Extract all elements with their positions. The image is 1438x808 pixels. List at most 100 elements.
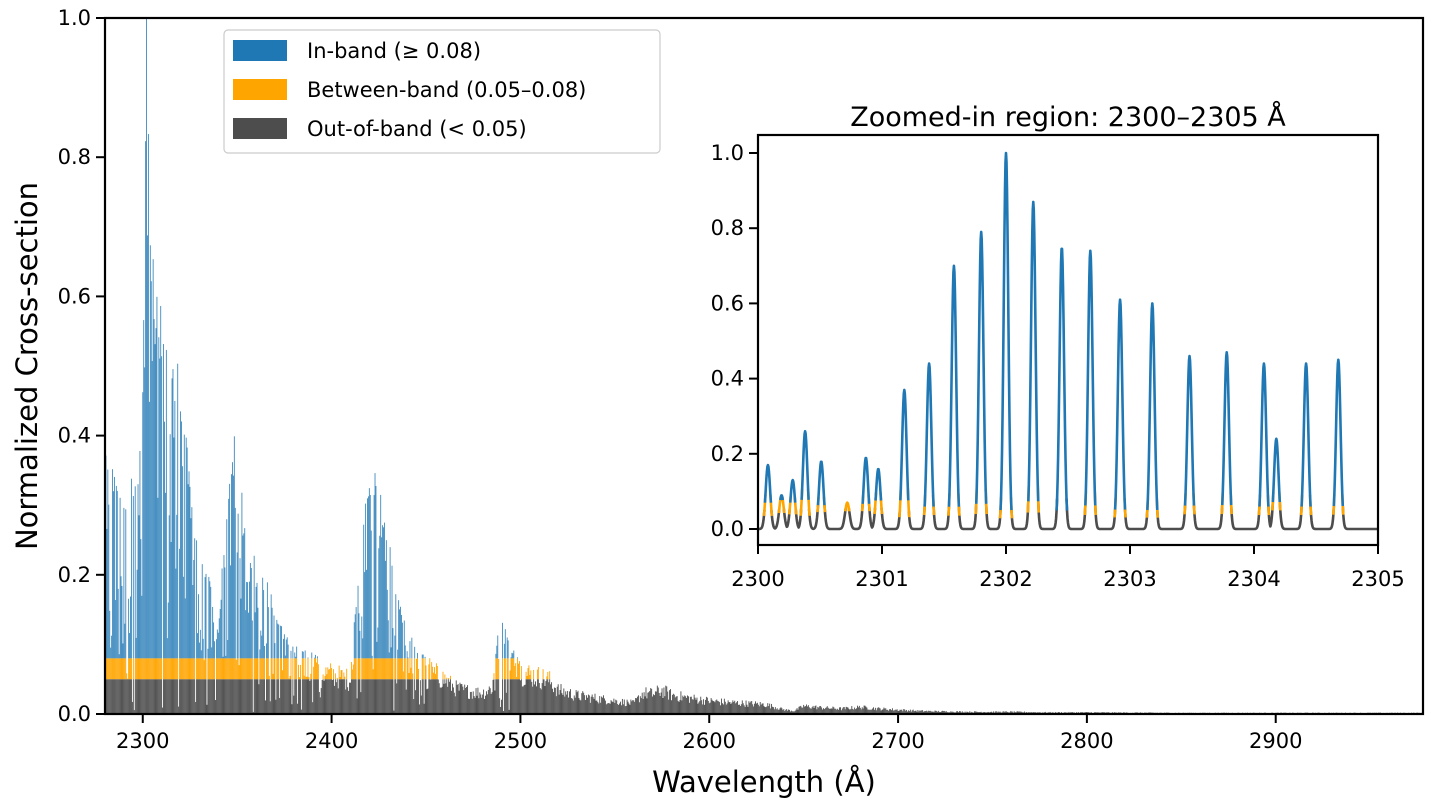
bar-in-band (217, 632, 219, 659)
bar-in-band (286, 637, 288, 659)
bar-out-of-band (442, 679, 444, 714)
bar-between-band (282, 670, 283, 680)
bar-out-of-band (611, 701, 613, 714)
bar-out-of-band (582, 691, 584, 714)
bar-out-of-band (199, 679, 201, 714)
bar-between-band (406, 658, 408, 680)
bar-between-band (253, 658, 255, 680)
bar-between-band (408, 673, 410, 680)
bar-out-of-band (173, 679, 175, 714)
bar-out-of-band (329, 679, 331, 714)
bar-between-band (106, 658, 108, 680)
bar-out-of-band (302, 679, 304, 714)
bar-out-of-band (584, 695, 586, 714)
main-bars (104, 18, 1424, 714)
bar-between-band (304, 658, 306, 680)
bar-out-of-band (493, 679, 495, 714)
bar-in-band (256, 582, 258, 659)
bar-out-of-band (414, 679, 416, 714)
legend-label-in-band: In-band (≥ 0.08) (307, 39, 481, 63)
bar-out-of-band (497, 679, 499, 714)
bar-out-of-band (385, 679, 387, 714)
bar-out-of-band (215, 679, 217, 714)
bar-in-band (249, 581, 250, 659)
bar-in-band (182, 576, 184, 659)
bar-out-of-band (261, 679, 263, 714)
bar-in-band (194, 538, 196, 659)
bar-in-band (198, 594, 199, 659)
bar-between-band (497, 658, 499, 680)
bar-out-of-band (313, 679, 315, 714)
bar-in-band (108, 504, 110, 659)
bar-out-of-band (474, 697, 476, 714)
bar-out-of-band (171, 679, 173, 714)
bar-in-band (211, 647, 213, 659)
bar-in-band (369, 495, 371, 659)
bar-between-band (227, 658, 229, 680)
bar-out-of-band (391, 679, 393, 714)
bar-between-band (276, 658, 278, 680)
bar-out-of-band (336, 679, 338, 714)
bar-between-band (299, 677, 300, 680)
bar-out-of-band (116, 679, 118, 714)
bar-between-band (529, 674, 531, 680)
inset-line-in-band (1258, 362, 1270, 507)
bar-out-of-band (752, 704, 754, 714)
bar-out-of-band (631, 701, 633, 714)
inset-line-out-of-band (1309, 506, 1336, 531)
bar-out-of-band (275, 699, 277, 714)
bar-between-band (261, 658, 263, 680)
bar-between-band (216, 658, 218, 680)
bar-out-of-band (530, 679, 532, 714)
bar-out-of-band (384, 679, 385, 714)
bar-out-of-band (543, 679, 545, 714)
bar-out-of-band (777, 709, 779, 714)
bar-out-of-band (451, 683, 453, 714)
bar-in-band (202, 638, 204, 659)
bar-between-band (344, 676, 346, 680)
bar-out-of-band (719, 702, 721, 714)
bar-out-of-band (770, 708, 772, 714)
bar-out-of-band (700, 696, 702, 714)
inset-line-in-band (800, 429, 810, 500)
bar-out-of-band (840, 710, 842, 714)
bar-out-of-band (566, 694, 568, 714)
bar-out-of-band (564, 696, 566, 714)
bar-out-of-band (348, 690, 350, 714)
bar-in-band (375, 485, 377, 659)
bar-between-band (528, 665, 530, 680)
bar-out-of-band (506, 679, 508, 714)
bar-out-of-band (344, 679, 346, 714)
bar-out-of-band (509, 679, 511, 714)
bar-between-band (229, 658, 231, 680)
bar-between-band (324, 675, 326, 680)
bar-out-of-band (410, 679, 412, 714)
bar-between-band (208, 658, 210, 680)
bar-out-of-band (732, 700, 734, 714)
bar-out-of-band (813, 707, 815, 714)
bar-out-of-band (378, 679, 380, 714)
bar-out-of-band (735, 703, 737, 714)
bar-in-band (241, 492, 243, 659)
bar-in-band (365, 503, 367, 659)
bar-in-band (159, 358, 161, 659)
bar-out-of-band (872, 708, 874, 714)
bar-in-band (129, 633, 130, 659)
bar-out-of-band (847, 707, 849, 714)
bar-in-band (496, 645, 498, 659)
bar-between-band (429, 658, 431, 680)
bar-between-band (504, 658, 506, 680)
bar-out-of-band (484, 699, 485, 714)
bar-out-of-band (232, 679, 234, 714)
bar-between-band (260, 658, 262, 680)
bar-out-of-band (822, 709, 823, 714)
bar-in-band (497, 635, 499, 659)
bar-between-band (361, 658, 363, 680)
bar-between-band (417, 668, 419, 680)
bar-between-band (148, 658, 150, 680)
bar-out-of-band (244, 679, 246, 714)
bar-in-band (191, 507, 193, 659)
bar-between-band (130, 658, 132, 680)
inset-background (758, 135, 1378, 545)
bar-between-band (316, 658, 318, 680)
